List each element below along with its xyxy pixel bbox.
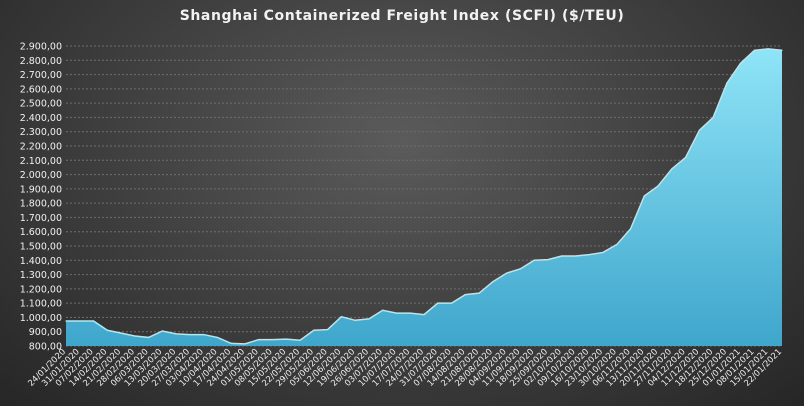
- data-point: [506, 272, 508, 274]
- data-point: [423, 313, 425, 316]
- data-point: [395, 312, 398, 314]
- data-point: [354, 319, 356, 321]
- data-point: [299, 339, 301, 341]
- series-area: [66, 48, 782, 347]
- y-tick-label: 2.900,00: [20, 42, 62, 53]
- y-tick-label: 1.300,00: [20, 270, 62, 281]
- y-tick-label: 2.800,00: [20, 56, 62, 67]
- data-point: [134, 335, 136, 337]
- y-tick-label: 800,00: [29, 342, 62, 353]
- data-point: [313, 329, 315, 331]
- y-tick-label: 2.000,00: [20, 170, 62, 181]
- data-point: [685, 156, 687, 159]
- data-point: [602, 251, 604, 254]
- data-point: [616, 243, 618, 246]
- data-point: [629, 228, 632, 230]
- data-point: [712, 116, 714, 119]
- data-point: [409, 312, 411, 314]
- y-tick-label: 1.200,00: [20, 284, 62, 295]
- data-point: [478, 292, 480, 294]
- data-point: [368, 318, 370, 320]
- data-point: [492, 281, 494, 283]
- y-tick-label: 2.100,00: [20, 156, 62, 167]
- y-tick-label: 1.500,00: [20, 242, 62, 253]
- data-point: [230, 342, 232, 345]
- data-point: [726, 82, 728, 84]
- data-point: [643, 195, 645, 197]
- data-point: [767, 48, 769, 50]
- y-tick-label: 2.300,00: [20, 127, 62, 138]
- y-tick-label: 2.700,00: [20, 70, 62, 81]
- data-point: [657, 185, 659, 187]
- data-point: [519, 268, 521, 270]
- data-point: [271, 338, 274, 341]
- data-point: [175, 333, 177, 335]
- y-tick-label: 1.800,00: [20, 199, 62, 210]
- data-point: [258, 338, 260, 341]
- data-point: [464, 293, 466, 296]
- data-point: [189, 333, 191, 336]
- data-point: [781, 49, 783, 51]
- data-point: [106, 329, 108, 331]
- data-point: [588, 253, 590, 256]
- chart-title: Shanghai Containerized Freight Index (SC…: [179, 8, 625, 24]
- data-point: [533, 259, 535, 261]
- y-tick-label: 1.000,00: [20, 313, 62, 324]
- y-tick-label: 1.600,00: [20, 227, 62, 238]
- y-tick-label: 1.100,00: [20, 299, 62, 310]
- y-tick-label: 2.600,00: [20, 84, 62, 95]
- y-tick-label: 900,00: [29, 327, 62, 338]
- data-point: [753, 49, 756, 51]
- y-tick-label: 2.500,00: [20, 99, 62, 110]
- data-point: [671, 168, 673, 170]
- data-point: [437, 302, 439, 304]
- y-tick-label: 1.400,00: [20, 256, 62, 267]
- data-point: [148, 336, 150, 339]
- data-point: [92, 320, 95, 322]
- data-point: [65, 320, 67, 322]
- data-point: [327, 328, 329, 331]
- y-tick-label: 2.200,00: [20, 142, 62, 153]
- data-point: [79, 320, 81, 322]
- data-point: [340, 316, 342, 318]
- data-point: [203, 333, 205, 336]
- data-point: [547, 258, 549, 261]
- data-point: [698, 129, 700, 131]
- data-point: [574, 255, 577, 257]
- data-point: [161, 330, 163, 332]
- data-point: [382, 309, 384, 311]
- data-point: [740, 62, 742, 64]
- y-tick-label: 1.900,00: [20, 184, 62, 195]
- y-tick-label: 1.700,00: [20, 213, 62, 224]
- y-tick-label: 2.400,00: [20, 113, 62, 124]
- data-point: [561, 255, 563, 257]
- data-point: [120, 332, 122, 334]
- data-point: [216, 336, 219, 339]
- data-point: [285, 338, 287, 340]
- data-point: [450, 302, 453, 304]
- data-point: [244, 343, 246, 345]
